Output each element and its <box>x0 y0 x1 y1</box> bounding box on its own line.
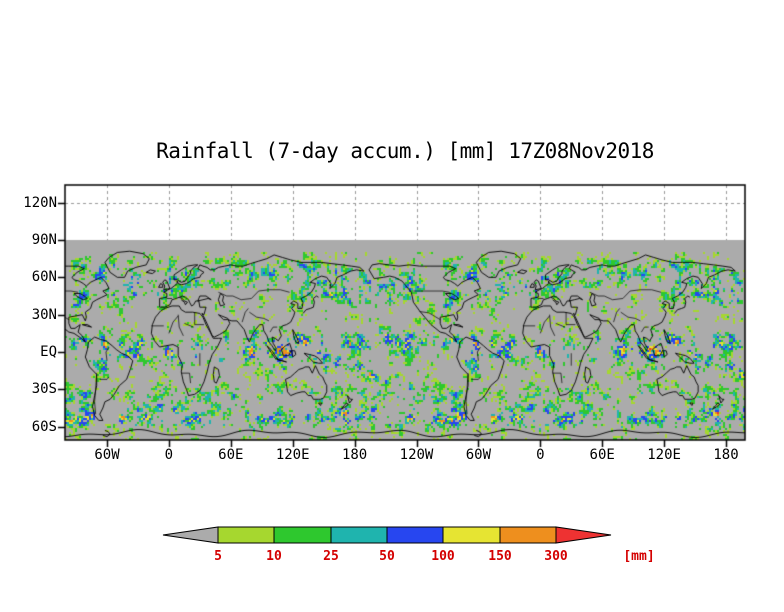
legend-tick-25: 25 <box>323 549 339 564</box>
legend-bin-25-50 <box>330 526 388 544</box>
lon-tick-label: 60W <box>94 447 120 463</box>
legend-tick-150: 150 <box>488 549 512 564</box>
legend-tick-50: 50 <box>379 549 395 564</box>
lat-tick-label: 60N <box>31 269 57 286</box>
lon-tick-label: 180 <box>713 447 739 463</box>
lat-tick-label: 120N <box>23 194 57 211</box>
lon-tick-label: 120W <box>399 447 434 463</box>
legend-bin-100-150 <box>442 526 501 544</box>
plot-title: Rainfall (7-day accum.) [mm] 17Z08Nov201… <box>156 139 654 163</box>
color-legend: 5 10 25 50 100 150 300 [mm] <box>162 526 655 564</box>
legend-below-min-arrow <box>162 526 219 544</box>
lon-tick-label: 120E <box>275 447 310 463</box>
legend-bin-5-10 <box>217 526 275 544</box>
lat-tick-label: 90N <box>31 232 57 248</box>
lon-tick-label: 60E <box>218 447 244 463</box>
lon-tick-label: 60W <box>465 447 492 463</box>
lon-tick-label: 60E <box>589 447 615 463</box>
legend-unit-label: [mm] <box>623 549 654 564</box>
legend-bin-50-100 <box>386 526 444 544</box>
lat-tick-label: 30S <box>31 381 57 398</box>
legend-tick-10: 10 <box>266 549 282 564</box>
legend-tick-5: 5 <box>214 549 222 564</box>
lat-tick-label: 30N <box>31 306 57 323</box>
lon-tick-label: 0 <box>536 447 545 463</box>
lon-tick-label: 120E <box>647 447 681 463</box>
legend-bin-10-25 <box>273 526 332 544</box>
legend-bin-150-300 <box>499 526 557 544</box>
lat-tick-label: EQ <box>40 344 57 360</box>
lon-tick-label: 180 <box>341 447 368 463</box>
legend-tick-300: 300 <box>544 549 568 564</box>
lat-tick-label: 60S <box>31 418 57 435</box>
legend-above-max-arrow <box>555 526 612 544</box>
lon-tick-label: 0 <box>164 447 174 463</box>
legend-tick-100: 100 <box>431 549 455 564</box>
